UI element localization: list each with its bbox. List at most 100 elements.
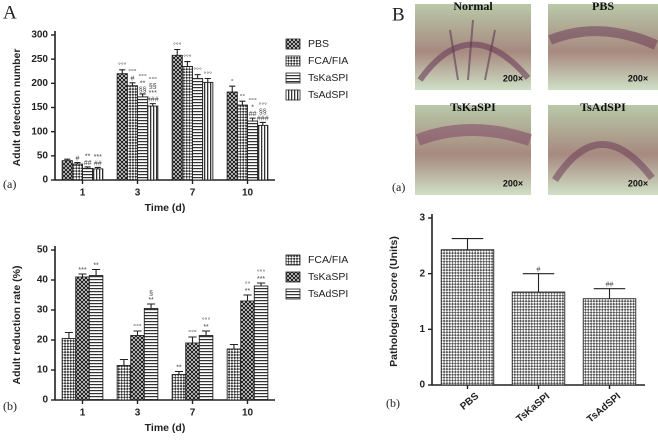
error-bar <box>139 93 146 97</box>
error-bar <box>94 166 101 169</box>
y-tick-label: 0 <box>419 380 425 391</box>
y-tick-label: 10 <box>37 365 49 376</box>
x-axis-title: Time (d) <box>145 422 186 434</box>
bar <box>192 78 204 181</box>
significance-mark: °°° <box>202 316 211 324</box>
legend-label: TsAdSPI <box>308 288 348 300</box>
significance-mark: °°° <box>173 41 182 49</box>
significance-mark: °°° <box>204 70 213 78</box>
significance-mark: ° <box>231 78 234 86</box>
x-axis-title: Time (d) <box>145 202 186 214</box>
legend-swatch <box>285 89 301 101</box>
error-bar <box>249 117 256 122</box>
bar <box>202 81 214 181</box>
panel-label: (b) <box>386 396 400 410</box>
x-tick-label: 3 <box>135 188 141 199</box>
micrograph-label: Normal <box>453 0 493 13</box>
bar <box>511 291 566 386</box>
panel-label: (a) <box>392 180 405 194</box>
x-tick-label: 7 <box>190 408 196 419</box>
significance-mark: ### <box>257 115 269 122</box>
bar <box>126 85 138 181</box>
legend-label: TsKaSPI <box>308 72 348 84</box>
error-bar <box>259 121 266 126</box>
significance-mark: ## <box>606 282 614 289</box>
x-tick-label: 10 <box>242 188 254 199</box>
error-bar <box>204 77 211 83</box>
micrograph-label: TsAdSPI <box>580 100 626 114</box>
significance-mark: ** <box>148 297 154 304</box>
error-bar <box>201 330 211 336</box>
significance-mark: °°° <box>248 97 257 105</box>
significance-mark: §§ <box>149 83 157 90</box>
micrograph-frames <box>415 4 658 195</box>
bar <box>226 91 238 181</box>
x-tick-label: TsAdSPI <box>585 391 623 426</box>
x-tick-label: 1 <box>80 408 86 419</box>
panel-label: (a) <box>3 177 16 191</box>
y-axis-title: Adult reduction rate (%) <box>11 265 23 384</box>
bar <box>171 374 187 401</box>
error-bar <box>91 268 101 276</box>
significance-mark: °°° <box>118 62 127 70</box>
bar <box>71 163 83 181</box>
error-bar <box>194 74 201 79</box>
bar <box>137 96 149 181</box>
significance-mark: ** <box>203 324 209 331</box>
significance-mark: ** <box>93 262 99 269</box>
bar <box>582 298 637 386</box>
significance-mark: *** <box>78 267 86 274</box>
magnification: 200× <box>503 73 523 83</box>
y-tick-label: 50 <box>37 245 49 256</box>
error-bar <box>119 69 126 74</box>
micrograph-label: PBS <box>592 0 614 13</box>
bar <box>236 104 248 181</box>
significance-mark: ** <box>140 80 146 87</box>
significance-mark: °°° <box>188 329 197 337</box>
error-bar <box>184 61 191 67</box>
significance-mark: °°° <box>183 53 192 61</box>
bar <box>185 342 200 401</box>
bar <box>181 65 193 181</box>
error-bar <box>74 162 81 165</box>
error-bar <box>64 158 71 161</box>
significance-mark: °°° <box>128 68 137 76</box>
error-bar <box>146 303 156 309</box>
magnification: 200× <box>628 178 648 188</box>
significance-mark: °°° <box>193 66 202 74</box>
y-tick-label: 50 <box>37 150 49 161</box>
error-bar <box>243 294 252 301</box>
y-axis-title: Adult detection number <box>11 49 23 167</box>
error-bar <box>64 331 74 339</box>
significance-mark: * <box>251 104 254 111</box>
bar <box>257 124 269 181</box>
y-tick-label: 3 <box>419 213 425 224</box>
error-bar <box>451 238 484 250</box>
bar <box>147 105 159 181</box>
bar <box>143 308 159 401</box>
error-bar <box>593 288 626 299</box>
legend-swatch <box>285 254 301 266</box>
x-tick-label: TsKaSPI <box>515 391 553 425</box>
bar <box>226 348 242 401</box>
significance-mark: §§ <box>259 109 267 116</box>
significance-mark: ### <box>147 96 159 103</box>
bar <box>253 285 269 401</box>
significance-mark: §§ <box>139 87 147 94</box>
significance-mark: °°° <box>257 268 266 276</box>
y-axis-title: Pathological Score (Units) <box>388 236 400 367</box>
bar <box>171 54 183 181</box>
bar <box>61 338 77 401</box>
panel-label: B <box>392 4 405 25</box>
error-bar <box>522 273 555 293</box>
y-tick-label: 40 <box>37 275 49 286</box>
bar <box>75 276 90 401</box>
x-tick-label: 7 <box>190 188 196 199</box>
error-bar <box>174 48 181 56</box>
y-tick-label: 0 <box>42 395 48 406</box>
error-bar <box>119 358 129 366</box>
error-bar <box>129 82 136 86</box>
legend-swatch <box>285 72 301 84</box>
legend-swatch <box>285 288 301 300</box>
